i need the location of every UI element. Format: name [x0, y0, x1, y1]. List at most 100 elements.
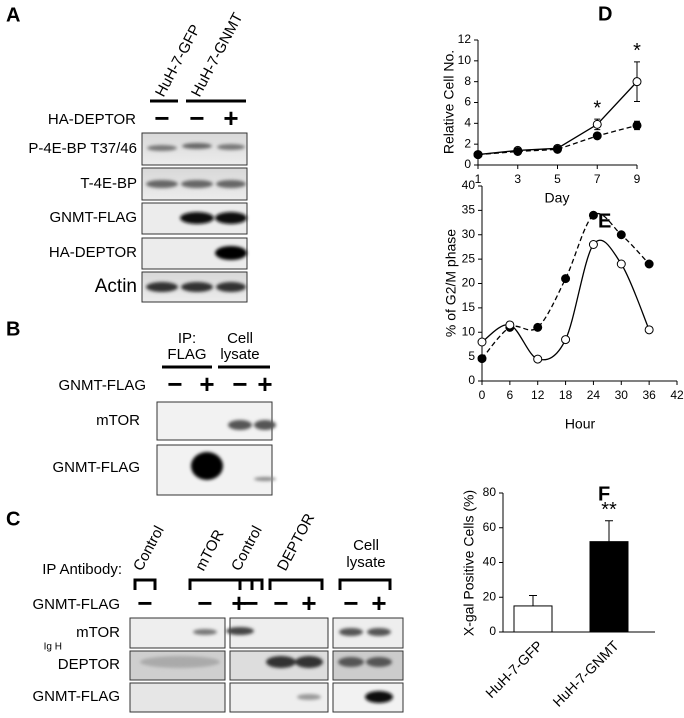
y-tick-label: 12: [458, 32, 472, 46]
y-tick-label: 40: [483, 555, 497, 569]
y-tick-label: 8: [464, 74, 471, 88]
x-tick-label: 5: [554, 172, 561, 186]
y-axis-label: X-gal Positive Cells (%): [461, 490, 477, 636]
x-tick-label: HuH-7-GFP: [482, 637, 546, 701]
x-tick-label: 9: [634, 172, 641, 186]
lysate-label: lysate: [346, 554, 385, 571]
x-tick-label: 0: [479, 388, 486, 402]
blot-c: [129, 578, 404, 713]
y-tick-label: 5: [468, 349, 475, 363]
marker: [561, 335, 571, 345]
group-label: Cell: [227, 330, 253, 347]
marker: [588, 240, 598, 249]
lane-label: mTOR: [192, 527, 228, 574]
panel-letter: B: [6, 318, 20, 340]
blot-label: Ig H: [44, 642, 62, 653]
marker: [588, 210, 598, 220]
annotation: **: [601, 499, 617, 521]
marker: [616, 259, 626, 269]
bar: [589, 541, 629, 633]
y-tick-label: 40: [462, 178, 476, 192]
sign: +: [371, 588, 386, 618]
series-line: [477, 81, 638, 156]
y-tick-label: 6: [464, 95, 471, 109]
y-axis-label: % of G2/M phase: [443, 229, 459, 337]
x-tick-label: 18: [559, 388, 573, 402]
group-label: FLAG: [167, 346, 206, 363]
marker: [505, 320, 515, 330]
marker: [533, 322, 543, 332]
y-tick-label: 0: [464, 157, 471, 171]
x-tick-label: 7: [594, 172, 601, 186]
series-line: [477, 124, 638, 156]
x-axis-label: Day: [545, 190, 570, 206]
marker: [553, 144, 562, 154]
annotation: *: [593, 97, 601, 119]
error-bar: [529, 595, 537, 606]
y-tick-label: 15: [462, 300, 476, 314]
blot-a: [141, 99, 248, 303]
bar: [513, 605, 553, 633]
y-tick-label: 30: [462, 227, 476, 241]
blot-label: GNMT-FLAG: [52, 459, 140, 476]
treatment-label: HA-DEPTOR: [48, 111, 136, 128]
x-tick-label: 24: [587, 388, 601, 402]
blot-label: HA-DEPTOR: [49, 244, 137, 261]
group-label: lysate: [220, 346, 259, 363]
x-tick-label: 42: [670, 388, 684, 402]
marker: [632, 77, 642, 87]
sign: +: [301, 588, 316, 618]
sign: −: [197, 588, 212, 618]
lysate-label: Cell: [353, 537, 379, 554]
lane-label: HuH-7-GNMT: [188, 10, 246, 100]
panel-letter: C: [6, 508, 20, 530]
sign: +: [231, 588, 246, 618]
x-tick-label: 36: [642, 388, 656, 402]
annotation: *: [633, 40, 641, 62]
marker: [632, 120, 642, 130]
sign: −: [243, 588, 258, 618]
x-tick-label: 30: [615, 388, 629, 402]
sign: −: [232, 369, 247, 399]
treatment-label: GNMT-FLAG: [32, 596, 120, 613]
blot-b: [156, 365, 276, 496]
marker: [477, 354, 487, 364]
x-axis-label: Hour: [565, 416, 596, 432]
y-tick-label: 20: [483, 589, 497, 603]
x-tick-label: 6: [507, 388, 514, 402]
lane-label: Control: [228, 523, 266, 574]
x-tick-label: 1: [475, 172, 482, 186]
blot-label: GNMT-FLAG: [32, 688, 120, 705]
panel-letter: E: [598, 210, 611, 232]
x-tick-label: HuH-7-GNMT: [549, 637, 622, 710]
x-tick-label: 12: [531, 388, 545, 402]
marker: [473, 150, 483, 160]
blot-label: mTOR: [96, 412, 140, 429]
y-tick-label: 25: [462, 251, 476, 265]
marker: [513, 146, 523, 156]
sign: +: [199, 369, 214, 399]
blot-label: P-4E-BP T37/46: [28, 140, 137, 157]
panel-letter: D: [598, 3, 612, 25]
marker: [561, 274, 571, 284]
panel-letter: F: [598, 483, 610, 505]
x-tick-label: 3: [514, 172, 521, 186]
y-tick-label: 0: [468, 373, 475, 387]
y-tick-label: 4: [464, 116, 471, 130]
sign: −: [167, 369, 182, 399]
y-tick-label: 2: [464, 136, 471, 150]
blot-label: mTOR: [76, 624, 120, 641]
ip-label: IP Antibody:: [42, 561, 122, 578]
blot-label: Actin: [95, 276, 137, 297]
sign: −: [137, 588, 152, 618]
sign: −: [189, 103, 204, 133]
y-tick-label: 0: [489, 624, 496, 638]
marker: [477, 337, 487, 347]
sign: +: [223, 103, 238, 133]
y-tick-label: 10: [458, 53, 472, 67]
marker: [592, 131, 602, 141]
blot-label: DEPTOR: [58, 656, 120, 673]
marker: [644, 259, 654, 269]
group-label: IP:: [178, 330, 196, 347]
